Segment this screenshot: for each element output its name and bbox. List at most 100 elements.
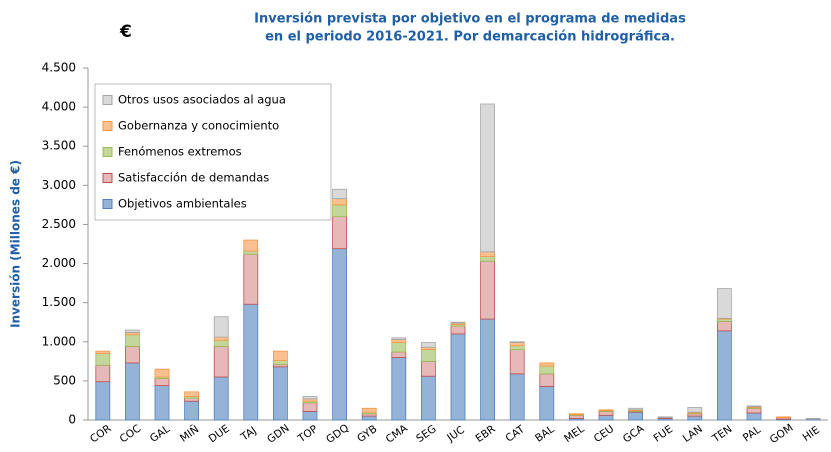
bar-segment (243, 239, 259, 252)
bar-segment (391, 357, 407, 421)
x-tick-label: GCA (621, 422, 647, 445)
x-tick-label: TOP (295, 423, 320, 445)
bar-segment (125, 334, 140, 347)
bar-segment (213, 336, 229, 341)
legend-label: Otros usos asociados al agua (118, 93, 286, 107)
x-tick-label: GDN (265, 422, 292, 446)
bar-segment (332, 216, 348, 250)
bar-segment (361, 407, 377, 413)
bar-segment (361, 415, 377, 421)
bar-segment (154, 385, 170, 421)
bar-segment (95, 350, 111, 354)
x-tick-label: MIÑ (177, 423, 201, 445)
legend-swatch (102, 199, 113, 209)
bar-segment (480, 103, 496, 253)
bar-segment (420, 349, 436, 362)
bar-segment (539, 385, 555, 421)
x-tick-label: LAN (681, 423, 705, 445)
legend-label: Satisfacción de demandas (118, 171, 269, 185)
bar-segment (184, 397, 200, 402)
x-tick-label: GOM (768, 422, 796, 446)
legend-label: Fenómenos extremos (118, 145, 242, 159)
x-tick-label: MEL (562, 423, 587, 445)
legend-swatch (102, 95, 113, 105)
bar-segment (420, 375, 436, 421)
bar-segment (125, 362, 140, 421)
bar-segment (598, 410, 614, 416)
bar-segment (243, 250, 259, 255)
y-tick-label: 3.500 (42, 139, 76, 153)
bar-segment (154, 378, 170, 386)
legend-box (94, 83, 332, 221)
x-tick-label: GYB (355, 423, 379, 445)
bar-segment (302, 396, 318, 400)
bar-segment (125, 329, 140, 333)
legend-label: Objetivos ambientales (118, 197, 247, 211)
x-tick-label: DUE (207, 423, 232, 446)
x-tick-label: GAL (148, 423, 172, 445)
x-tick-label: GDQ (324, 422, 351, 446)
x-tick-label: PAL (741, 424, 763, 445)
legend-swatch (102, 121, 113, 131)
bar-segment (746, 412, 762, 421)
y-axis-label: Inversión (Millones de €) (9, 160, 23, 328)
y-tick-label: 2.500 (42, 217, 76, 231)
bar-segment (450, 321, 466, 324)
bar-segment (687, 415, 703, 421)
bar-segment (628, 407, 643, 411)
x-tick-label: CAT (504, 423, 528, 445)
bar-segment (272, 366, 288, 421)
x-tick-label: HIE (801, 424, 822, 444)
bar-segment (687, 407, 703, 413)
bar-segment (184, 391, 200, 397)
bar-segment (332, 248, 348, 421)
y-tick-label: 4.000 (42, 100, 76, 114)
legend-swatch (102, 147, 113, 157)
bar-segment (302, 410, 318, 421)
bar-segment (95, 364, 111, 383)
x-tick-label: FUE (651, 423, 675, 445)
bar-segment (95, 353, 111, 366)
bar-segment (509, 349, 525, 375)
x-tick-label: SEG (414, 423, 438, 445)
bar-segment (154, 368, 170, 378)
y-tick-label: 2.000 (42, 256, 76, 270)
x-tick-label: EBR (473, 423, 497, 445)
x-tick-label: TEN (710, 423, 735, 445)
bar-segment (95, 381, 111, 421)
bar-segment (776, 416, 791, 419)
bar-segment (243, 303, 259, 421)
bar-segment (746, 405, 762, 408)
bar-segment (332, 204, 348, 218)
bar-segment (332, 188, 348, 200)
currency-annotation: € (119, 22, 132, 42)
bar-segment (391, 339, 407, 343)
legend-swatch (102, 173, 113, 183)
x-tick-label: CEU (592, 423, 617, 445)
bar-segment (569, 414, 584, 419)
y-tick-label: 3.000 (42, 178, 76, 192)
bar-segment (420, 360, 436, 377)
y-tick-label: 500 (53, 373, 76, 387)
bar-segment (717, 321, 732, 332)
bar-segment (332, 198, 348, 206)
bar-segment (598, 414, 614, 421)
bar-segment (272, 350, 288, 361)
bar-segment (509, 341, 525, 343)
bar-segment (509, 345, 525, 351)
bar-segment (509, 373, 525, 421)
bar-segment (302, 402, 318, 412)
bar-segment (420, 342, 436, 348)
x-tick-label: COC (118, 423, 144, 446)
y-tick-label: 1.500 (42, 295, 76, 309)
y-tick-label: 4.500 (42, 61, 76, 75)
x-tick-label: COR (88, 423, 114, 446)
bar-segment (272, 360, 288, 365)
bar-segment (480, 256, 496, 262)
bar-segment (450, 325, 466, 335)
bar-segment (391, 337, 407, 340)
bar-segment (213, 316, 229, 338)
chart-title: en el periodo 2016-2021. Por demarcación… (265, 30, 675, 45)
bar-segment (509, 342, 525, 347)
